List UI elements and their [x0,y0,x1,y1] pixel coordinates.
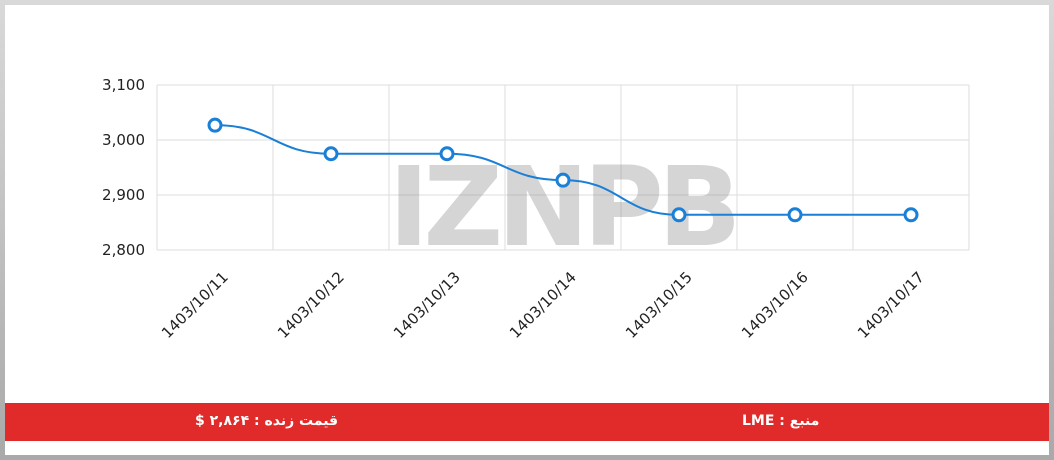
source: منبع : LME [742,413,820,429]
point [787,207,803,223]
watermark-text: IZNPB [388,143,735,271]
point [439,146,455,162]
point [555,172,571,188]
x-tick-label: 1403/10/16 [738,268,812,342]
x-tick-label: 1403/10/13 [390,268,464,342]
y-tick-label: 3,000 [102,131,145,149]
watermark: IZNPB [388,143,741,271]
point [671,207,687,223]
point [323,146,339,162]
x-tick-label: 1403/10/17 [854,268,928,342]
live-price: قیمت زنده : ۲,۸۶۴ $ [195,413,339,429]
y-tick-label: 2,800 [102,241,145,259]
x-tick-label: 1403/10/14 [506,268,580,342]
grid [156,84,970,251]
x-tick-label: 1403/10/12 [274,268,348,342]
chart: IZNPB 2,800 2,900 3,000 3,100 1403/10/11 1403… [102,76,970,342]
point [207,117,223,133]
x-tick-label: 1403/10/15 [622,268,696,342]
footer: قیمت زنده : ۲,۸۶۴ $ منبع : LME [5,403,1049,441]
y-tick-label: 3,100 [102,76,145,94]
y-tick-label: 2,900 [102,186,145,204]
point [903,207,919,223]
x-tick-label: 1403/10/11 [158,268,232,342]
panel [5,5,1049,455]
